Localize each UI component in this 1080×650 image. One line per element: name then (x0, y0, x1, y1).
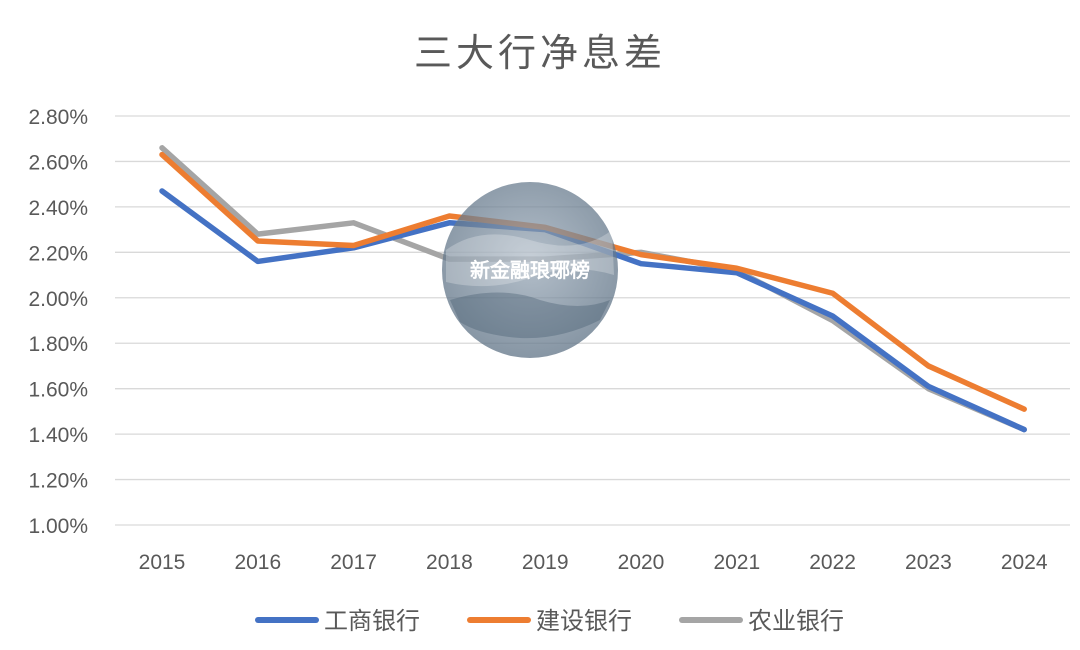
x-tick-label: 2017 (330, 551, 377, 574)
y-tick-label: 1.00% (28, 515, 88, 538)
x-tick-label: 2021 (713, 551, 760, 574)
legend-label: 建设银行 (536, 607, 632, 635)
x-tick-label: 2018 (426, 551, 473, 574)
legend-label: 农业银行 (748, 607, 844, 635)
watermark-logo (442, 182, 618, 358)
legend-label: 工商银行 (324, 607, 420, 635)
watermark: 新金融琅琊榜 (442, 182, 618, 358)
x-tick-label: 2022 (809, 551, 856, 574)
y-tick-label: 2.40% (28, 197, 88, 220)
y-tick-label: 2.20% (28, 242, 88, 265)
y-tick-label: 2.00% (28, 288, 88, 311)
y-tick-label: 1.80% (28, 333, 88, 356)
watermark-text: 新金融琅琊榜 (470, 258, 590, 282)
x-tick-label: 2023 (905, 551, 952, 574)
x-tick-label: 2015 (139, 551, 186, 574)
y-tick-label: 1.40% (28, 424, 88, 447)
chart-title: 三大行净息差 (413, 31, 666, 75)
legend: 工商银行 建设银行 农业银行 (255, 607, 844, 635)
x-tick-label: 2019 (522, 551, 569, 574)
watermark-wave (446, 230, 614, 287)
y-tick-label: 2.80% (28, 106, 88, 129)
x-tick-label: 2024 (1001, 551, 1048, 574)
y-tick-label: 1.60% (28, 379, 88, 402)
watermark-wave (450, 292, 610, 339)
x-tick-label: 2016 (234, 551, 281, 574)
y-tick-label: 2.60% (28, 151, 88, 174)
axes: 1.00% 1.20% 1.40% 1.60% 1.80% 2.00% 2.20% 2.40%… (28, 106, 1047, 574)
y-tick-label: 1.20% (28, 470, 88, 493)
x-tick-label: 2020 (618, 551, 665, 574)
